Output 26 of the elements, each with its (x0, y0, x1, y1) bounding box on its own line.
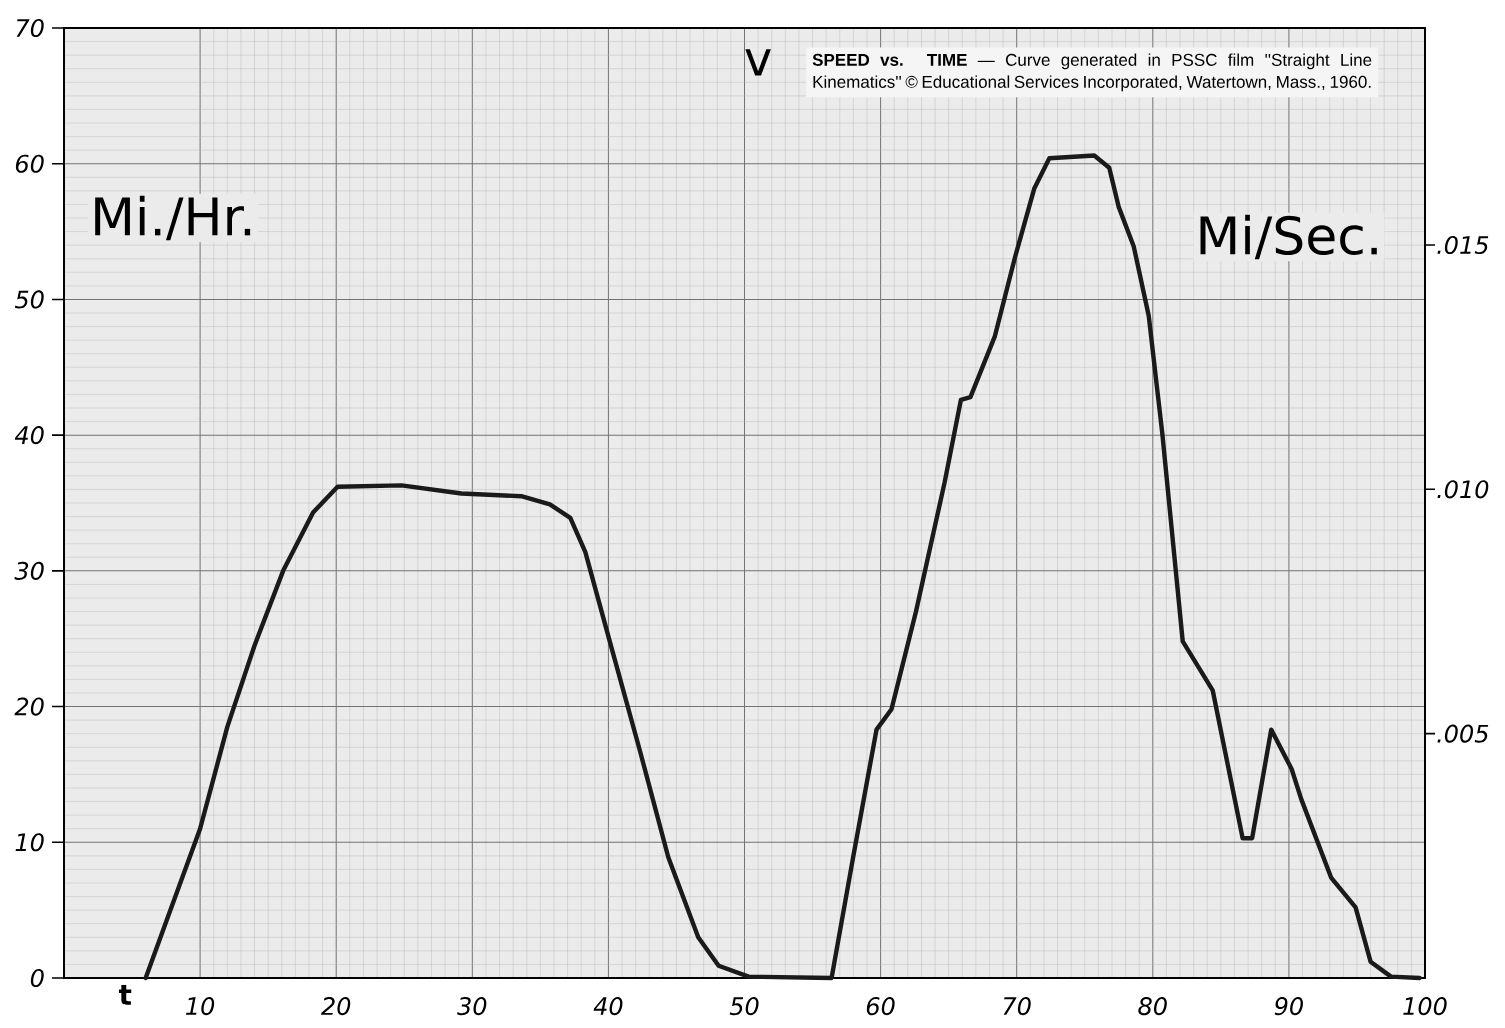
y-tick-label: 70 (16, 18, 44, 38)
x-tick-label: 90 (1274, 997, 1303, 1016)
x-tick-label: 60 (866, 997, 895, 1016)
y-tick-label: 50 (14, 290, 44, 309)
y-tick-label: 0 (30, 968, 44, 988)
y-tick-label: 20 (14, 697, 44, 716)
chart-title: v (745, 49, 771, 76)
y-tick-label: 40 (14, 426, 44, 445)
annotation: SPEED vs. TIME — Curve generated in PSSC film ''Straight Line Kinematics'' © Educational Services Incorporated, Watertown, Mass., 1960. (812, 53, 1372, 92)
y-tick-label: 30 (14, 561, 44, 580)
x-tick-label: 20 (321, 997, 351, 1016)
x-tick-label: 30 (457, 997, 487, 1016)
y2-axis-title: Mi/Sec. (1200, 214, 1377, 260)
y2-tick-label: .005 (1437, 724, 1489, 743)
x-tick-label: 80 (1138, 997, 1167, 1016)
x-axis-title: t (118, 985, 132, 1005)
y2-tick-label: .010 (1437, 480, 1489, 499)
x-tick-label: 50 (729, 997, 759, 1016)
x-tick-label: 70 (1003, 997, 1031, 1016)
y-axis-title: Mi./Hr. (95, 195, 251, 241)
x-tick-label: 40 (593, 997, 623, 1016)
y2-tick-label: .015 (1437, 235, 1489, 255)
x-tick-label: 10 (186, 997, 215, 1016)
y-tick-label: 60 (15, 154, 44, 173)
y-tick-label: 10 (15, 833, 44, 852)
x-tick-label: 100 (1403, 997, 1447, 1016)
